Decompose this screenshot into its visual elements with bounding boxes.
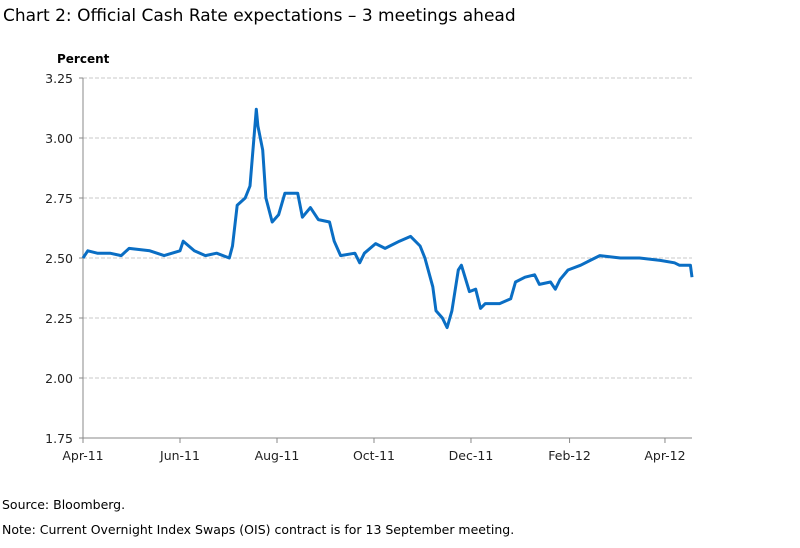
y-tick-label: 3.25 — [45, 71, 73, 86]
y-tick-label: 2.50 — [45, 251, 73, 266]
x-tick-label: Oct-11 — [353, 448, 395, 463]
x-tick-label: Aug-11 — [255, 448, 300, 463]
y-tick-label: 2.00 — [45, 371, 73, 386]
y-tick-label: 3.00 — [45, 131, 73, 146]
y-tick-label: 1.75 — [45, 431, 73, 446]
series-line — [81, 107, 694, 330]
x-tick-label: Apr-12 — [644, 448, 685, 463]
y-axis-label: Percent — [57, 52, 110, 66]
source-note: Source: Bloomberg. — [2, 497, 126, 512]
chart-title: Chart 2: Official Cash Rate expectations… — [3, 6, 516, 26]
y-tick-label: 2.75 — [45, 191, 73, 206]
x-tick-label: Jun-11 — [159, 448, 200, 463]
x-tick-label: Apr-11 — [62, 448, 103, 463]
x-tick-label: Dec-11 — [449, 448, 494, 463]
x-tick-label: Feb-12 — [548, 448, 591, 463]
footnote: Note: Current Overnight Index Swaps (OIS… — [2, 522, 515, 537]
y-tick-label: 2.25 — [45, 311, 73, 326]
